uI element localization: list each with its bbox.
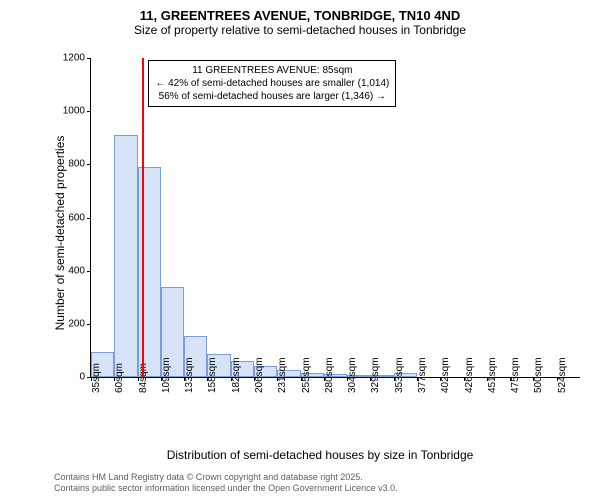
footer: Contains HM Land Registry data © Crown c… — [54, 472, 398, 495]
marker-line — [142, 58, 144, 377]
x-tick-label: 182sqm — [231, 373, 242, 393]
x-tick-mark — [114, 377, 115, 381]
x-tick-mark — [138, 377, 139, 381]
x-tick-mark — [231, 377, 232, 381]
x-tick-label: 377sqm — [417, 373, 428, 393]
x-tick-label: 500sqm — [533, 373, 544, 393]
y-tick-label: 0 — [79, 372, 85, 383]
y-tick-mark — [87, 111, 91, 112]
x-tick-mark — [417, 377, 418, 381]
chart-subtitle: Size of property relative to semi-detach… — [0, 23, 600, 43]
x-tick-mark — [394, 377, 395, 381]
x-tick-label: 304sqm — [347, 373, 358, 393]
x-tick-mark — [324, 377, 325, 381]
x-tick-mark — [207, 377, 208, 381]
x-tick-mark — [347, 377, 348, 381]
y-tick-label: 600 — [68, 212, 85, 223]
x-tick-mark — [277, 377, 278, 381]
y-tick-mark — [87, 324, 91, 325]
x-tick-mark — [161, 377, 162, 381]
footer-line1: Contains HM Land Registry data © Crown c… — [54, 472, 398, 483]
x-tick-mark — [487, 377, 488, 381]
chart-title: 11, GREENTREES AVENUE, TONBRIDGE, TN10 4… — [0, 0, 600, 23]
annotation-line3: 56% of semi-detached houses are larger (… — [155, 90, 389, 103]
x-tick-mark — [557, 377, 558, 381]
x-tick-label: 402sqm — [440, 373, 451, 393]
x-tick-label: 206sqm — [254, 373, 265, 393]
y-tick-mark — [87, 218, 91, 219]
x-tick-label: 133sqm — [184, 373, 195, 393]
x-tick-label: 60sqm — [114, 373, 125, 393]
y-axis-label: Number of semi-detached properties — [53, 136, 67, 331]
x-tick-label: 231sqm — [277, 373, 288, 393]
y-tick-label: 1000 — [63, 106, 85, 117]
y-tick-mark — [87, 58, 91, 59]
x-tick-mark — [91, 377, 92, 381]
histogram-bar — [114, 135, 137, 377]
y-tick-label: 800 — [68, 159, 85, 170]
x-tick-mark — [510, 377, 511, 381]
y-tick-label: 400 — [68, 265, 85, 276]
y-tick-mark — [87, 271, 91, 272]
annotation-box: 11 GREENTREES AVENUE: 85sqm ← 42% of sem… — [148, 60, 396, 107]
x-tick-mark — [533, 377, 534, 381]
x-tick-label: 475sqm — [510, 373, 521, 393]
x-tick-mark — [464, 377, 465, 381]
x-tick-label: 524sqm — [557, 373, 568, 393]
x-axis-label: Distribution of semi-detached houses by … — [167, 448, 474, 462]
chart-container: 11, GREENTREES AVENUE, TONBRIDGE, TN10 4… — [0, 0, 600, 500]
x-tick-label: 158sqm — [207, 373, 218, 393]
histogram-bar — [138, 167, 161, 377]
x-tick-mark — [184, 377, 185, 381]
x-tick-mark — [440, 377, 441, 381]
annotation-line1: 11 GREENTREES AVENUE: 85sqm — [155, 64, 389, 77]
x-tick-mark — [254, 377, 255, 381]
x-tick-label: 35sqm — [91, 373, 102, 393]
annotation-line2: ← 42% of semi-detached houses are smalle… — [155, 77, 389, 90]
x-tick-mark — [370, 377, 371, 381]
y-tick-label: 1200 — [63, 53, 85, 64]
x-tick-label: 280sqm — [324, 373, 335, 393]
x-tick-label: 353sqm — [394, 373, 405, 393]
x-tick-label: 426sqm — [464, 373, 475, 393]
footer-line2: Contains public sector information licen… — [54, 483, 398, 494]
x-tick-label: 451sqm — [487, 373, 498, 393]
plot-area: 11 GREENTREES AVENUE: 85sqm ← 42% of sem… — [90, 58, 580, 378]
x-tick-mark — [301, 377, 302, 381]
y-tick-mark — [87, 164, 91, 165]
chart-area: Number of semi-detached properties 11 GR… — [60, 58, 580, 408]
x-tick-label: 329sqm — [370, 373, 381, 393]
x-tick-label: 109sqm — [161, 373, 172, 393]
y-tick-label: 200 — [68, 318, 85, 329]
x-tick-label: 255sqm — [301, 373, 312, 393]
